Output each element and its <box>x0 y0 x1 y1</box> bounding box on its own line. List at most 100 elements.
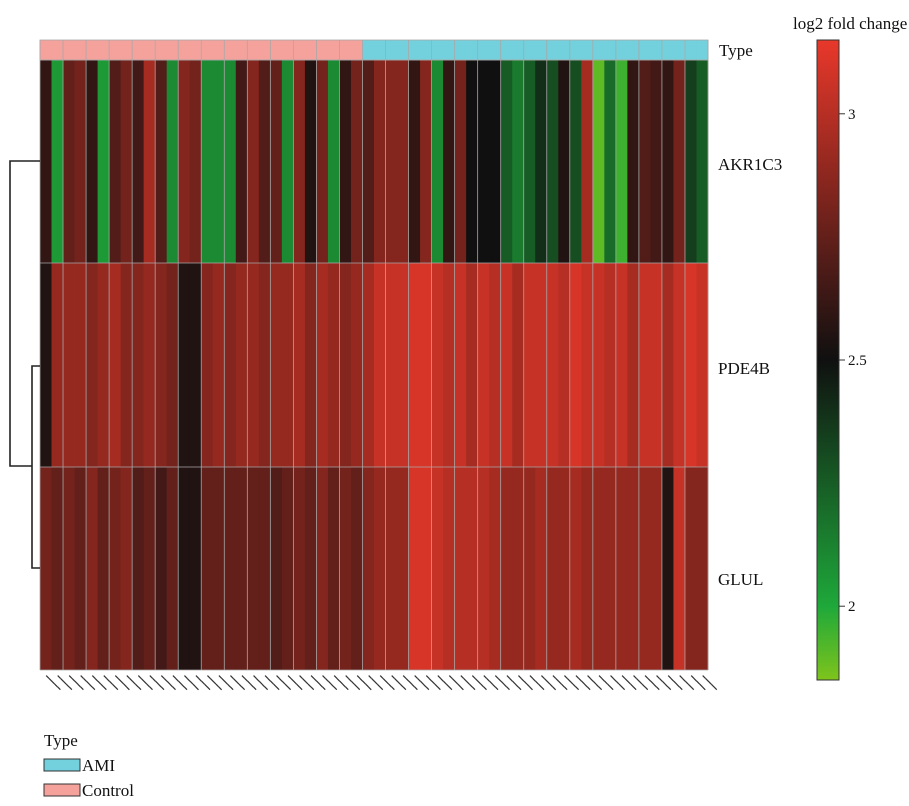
heatmap-cell-pde4b-58 <box>696 263 709 467</box>
heatmap-cells <box>40 60 709 670</box>
heatmap-cell-pde4b-11 <box>155 263 168 467</box>
heatmap-cell-akr1c3-58 <box>696 60 709 263</box>
heatmap-cell-glul-30 <box>374 467 386 670</box>
heatmap-cell-akr1c3-57 <box>684 60 697 263</box>
heatmap-cell-pde4b-21 <box>270 263 283 467</box>
type-legend-control-label: Control <box>82 781 134 800</box>
annotation-cell-ami <box>592 40 605 60</box>
heatmap-cell-akr1c3-49 <box>592 60 605 263</box>
type-legend: Type AMI Control <box>43 731 134 800</box>
heatmap-cell-akr1c3-10 <box>143 60 156 263</box>
row-label-akr1c3: AKR1C3 <box>718 155 782 174</box>
heatmap-cell-pde4b-37 <box>454 263 467 467</box>
annotation-bar-border <box>39 39 709 61</box>
heatmap-cell-pde4b-23 <box>293 263 306 467</box>
heatmap-cell-glul-51 <box>615 467 628 670</box>
heatmap-cell-pde4b-5 <box>86 263 98 467</box>
heatmap-cell-pde4b-53 <box>638 263 651 467</box>
heatmap-cell-akr1c3-26 <box>327 60 340 263</box>
heatmap-cell-akr1c3-31 <box>385 60 398 263</box>
heatmap-cell-pde4b-7 <box>109 263 122 467</box>
annotation-cell-ami <box>374 40 386 60</box>
heatmap-cell-pde4b-44 <box>535 263 548 467</box>
heatmap-cell-glul-57 <box>684 467 697 670</box>
colorbar-title: log2 fold change <box>793 14 907 33</box>
heatmap-cell-glul-18 <box>235 467 248 670</box>
heatmap-cell-glul-56 <box>673 467 686 670</box>
heatmap-cell-akr1c3-11 <box>155 60 168 263</box>
heatmap-cell-pde4b-1 <box>40 263 52 467</box>
heatmap-cell-pde4b-32 <box>397 263 409 467</box>
heatmap-cell-glul-14 <box>189 467 202 670</box>
annotation-cell-ami <box>489 40 502 60</box>
heatmap-cell-akr1c3-24 <box>304 60 317 263</box>
heatmap-cell-glul-7 <box>109 467 122 670</box>
heatmap-cell-akr1c3-42 <box>512 60 525 263</box>
annotation-cell-ami <box>638 40 651 60</box>
heatmap-cell-glul-58 <box>696 467 709 670</box>
heatmap-cell-glul-21 <box>270 467 283 670</box>
heatmap-cell-pde4b-33 <box>408 263 421 467</box>
heatmap-cell-akr1c3-13 <box>178 60 191 263</box>
annotation-cell-ami <box>362 40 375 60</box>
heatmap-cell-akr1c3-14 <box>189 60 202 263</box>
heatmap-cell-akr1c3-5 <box>86 60 98 263</box>
heatmap-cell-akr1c3-25 <box>316 60 329 263</box>
annotation-cell-ami <box>431 40 444 60</box>
heatmap-cell-glul-40 <box>489 467 502 670</box>
heatmap-cell-pde4b-31 <box>385 263 398 467</box>
heatmap-cell-glul-42 <box>512 467 525 670</box>
heatmap-cell-glul-28 <box>350 467 363 670</box>
heatmap-cell-pde4b-2 <box>51 263 64 467</box>
annotation-cell-control <box>97 40 110 60</box>
heatmap-cell-glul-24 <box>304 467 317 670</box>
heatmap-cell-akr1c3-56 <box>673 60 686 263</box>
heatmap-cell-pde4b-26 <box>327 263 340 467</box>
heatmap-cell-akr1c3-33 <box>408 60 421 263</box>
heatmap-cell-pde4b-49 <box>592 263 605 467</box>
heatmap-cell-pde4b-27 <box>339 263 352 467</box>
row-labels: AKR1C3 PDE4B GLUL <box>718 155 782 589</box>
heatmap-cell-pde4b-48 <box>581 263 594 467</box>
heatmap-cell-glul-4 <box>74 467 87 670</box>
heatmap-cell-glul-50 <box>604 467 617 670</box>
heatmap-cell-akr1c3-9 <box>132 60 145 263</box>
annotation-cell-control <box>63 40 75 60</box>
heatmap-cell-glul-34 <box>420 467 432 670</box>
annotation-cell-control <box>281 40 294 60</box>
heatmap-cell-akr1c3-35 <box>431 60 444 263</box>
heatmap-cell-akr1c3-21 <box>270 60 283 263</box>
heatmap-cell-pde4b-19 <box>247 263 260 467</box>
heatmap-cell-pde4b-4 <box>74 263 87 467</box>
annotation-cell-control <box>304 40 317 60</box>
heatmap-cell-pde4b-15 <box>201 263 214 467</box>
heatmap-cell-glul-13 <box>178 467 191 670</box>
heatmap-cell-pde4b-45 <box>546 263 559 467</box>
heatmap-cell-pde4b-43 <box>523 263 536 467</box>
annotation-cell-control <box>224 40 237 60</box>
heatmap-cell-glul-26 <box>327 467 340 670</box>
heatmap-cell-glul-3 <box>63 467 75 670</box>
heatmap-cell-pde4b-52 <box>627 263 640 467</box>
heatmap-cell-pde4b-57 <box>684 263 697 467</box>
annotation-cell-control <box>235 40 248 60</box>
annotation-cell-control <box>270 40 283 60</box>
heatmap-cell-akr1c3-51 <box>615 60 628 263</box>
heatmap-cell-glul-49 <box>592 467 605 670</box>
annotation-cell-ami <box>604 40 617 60</box>
annotation-cell-control <box>120 40 133 60</box>
heatmap-cell-akr1c3-45 <box>546 60 559 263</box>
heatmap-cell-akr1c3-30 <box>374 60 386 263</box>
annotation-cell-ami <box>500 40 513 60</box>
annotation-cell-ami <box>684 40 697 60</box>
heatmap-cell-akr1c3-32 <box>397 60 409 263</box>
heatmap-cell-glul-9 <box>132 467 145 670</box>
annotation-cell-ami <box>615 40 628 60</box>
heatmap-cell-pde4b-18 <box>235 263 248 467</box>
heatmap-cell-akr1c3-50 <box>604 60 617 263</box>
annotation-cell-control <box>293 40 306 60</box>
row-dendrogram <box>9 160 40 569</box>
heatmap-grid <box>39 39 709 671</box>
heatmap-cell-pde4b-56 <box>673 263 686 467</box>
